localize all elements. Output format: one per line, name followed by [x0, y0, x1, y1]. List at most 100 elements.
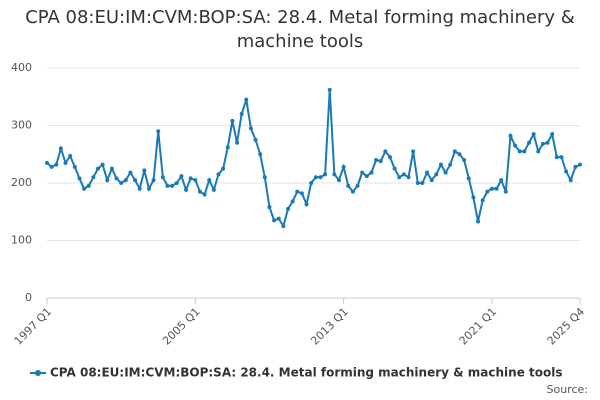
point: [341, 164, 346, 169]
point: [142, 168, 147, 173]
point: [355, 183, 360, 188]
point: [188, 176, 193, 181]
point: [568, 178, 573, 183]
point: [221, 166, 226, 171]
point: [253, 137, 258, 142]
point: [401, 172, 406, 177]
source: Source:: [547, 383, 589, 396]
point: [415, 181, 420, 185]
point: [68, 153, 73, 158]
point: [313, 175, 318, 180]
y-tick-label: 400: [11, 61, 32, 74]
point: [304, 202, 309, 207]
point: [281, 224, 286, 229]
point: [429, 178, 434, 183]
series-line: [46, 89, 581, 229]
point: [45, 160, 49, 165]
point: [290, 199, 295, 204]
point: [128, 170, 133, 175]
point: [476, 219, 481, 224]
point: [531, 132, 536, 137]
point: [578, 162, 582, 167]
point: [207, 178, 212, 183]
point: [258, 152, 263, 157]
point: [545, 140, 550, 145]
point: [299, 191, 304, 196]
point: [522, 149, 527, 154]
point: [411, 149, 416, 154]
point: [392, 166, 397, 171]
chart-title: CPA 08:EU:IM:CVM:BOP:SA: 28.4. Metal for…: [25, 7, 575, 52]
point: [77, 176, 82, 181]
point: [369, 170, 374, 175]
point: [462, 158, 467, 162]
point: [100, 162, 105, 167]
x-tick-label: 1997 Q1: [12, 305, 55, 348]
point: [406, 175, 411, 180]
point: [276, 216, 281, 221]
point: [513, 143, 518, 148]
point: [434, 172, 439, 177]
x-tick-label: 2021 Q1: [457, 305, 500, 348]
point: [54, 162, 59, 167]
point: [165, 183, 170, 188]
point: [457, 152, 462, 157]
point: [452, 149, 457, 154]
point: [160, 175, 165, 180]
point: [327, 87, 332, 92]
point: [295, 189, 300, 194]
point: [123, 178, 128, 183]
point: [383, 149, 388, 154]
point: [133, 178, 138, 183]
point: [174, 181, 179, 185]
point: [95, 166, 100, 171]
point: [378, 159, 383, 164]
x-tick-label: 2025 Q4: [545, 305, 588, 348]
point: [184, 187, 189, 192]
point: [267, 205, 272, 210]
point: [109, 166, 114, 171]
point: [235, 140, 240, 145]
point: [527, 140, 532, 145]
point: [489, 186, 494, 191]
point: [374, 158, 379, 162]
point: [119, 181, 124, 185]
point: [146, 186, 151, 191]
point: [573, 164, 578, 169]
point: [536, 149, 541, 154]
point: [448, 162, 453, 167]
point: [170, 183, 175, 188]
point: [503, 189, 508, 194]
point: [336, 178, 341, 183]
point: [151, 178, 156, 183]
point: [508, 133, 513, 138]
point: [387, 155, 392, 160]
x-tick-label: 2005 Q1: [160, 305, 203, 348]
point: [494, 186, 499, 191]
point: [91, 175, 96, 180]
point: [471, 195, 476, 200]
point: [49, 164, 54, 169]
point: [438, 162, 443, 167]
point: [211, 187, 216, 192]
point: [540, 141, 545, 146]
point: [364, 174, 369, 179]
point: [105, 178, 110, 183]
point: [216, 172, 221, 177]
point: [420, 181, 425, 185]
point: [225, 145, 230, 150]
point: [202, 192, 207, 197]
point: [262, 175, 267, 180]
point: [230, 118, 235, 123]
point: [499, 178, 504, 183]
point: [517, 149, 522, 154]
point: [193, 178, 198, 183]
point: [156, 129, 161, 134]
point: [286, 206, 291, 211]
point: [360, 170, 365, 175]
point: [443, 170, 448, 175]
point: [58, 146, 63, 151]
point: [248, 126, 253, 131]
